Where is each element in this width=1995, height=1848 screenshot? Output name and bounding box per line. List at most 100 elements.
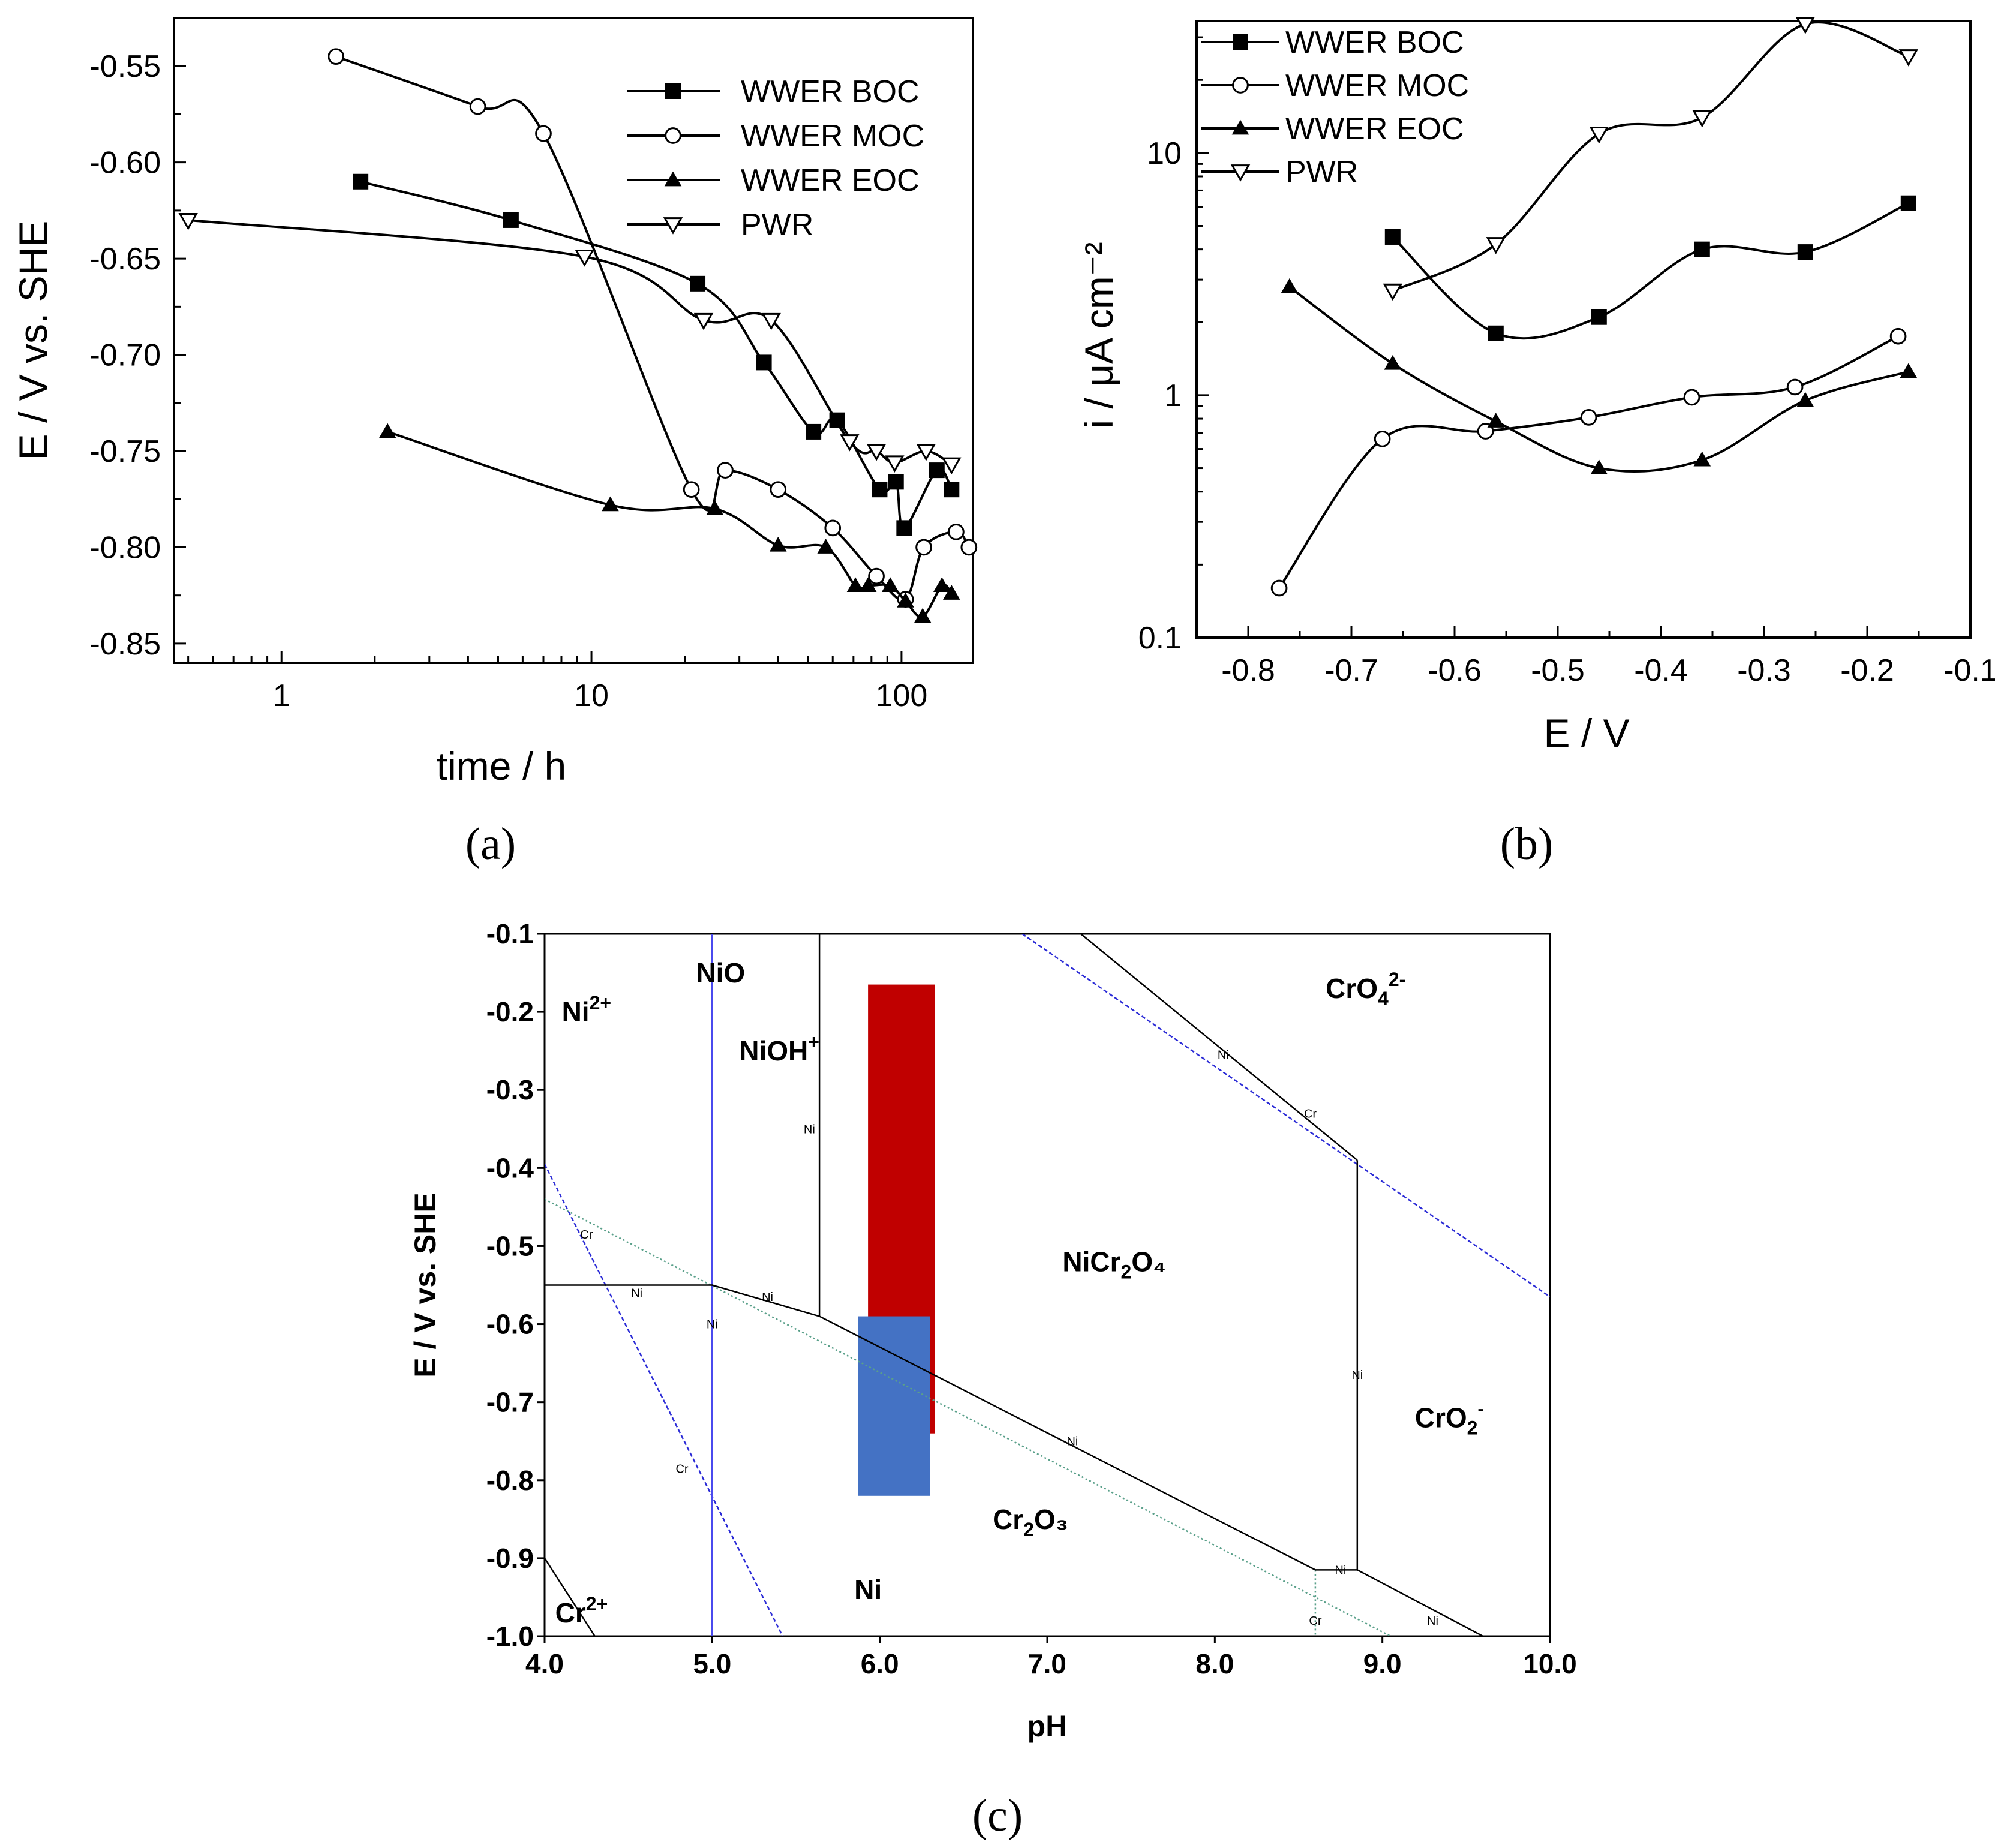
- boundary-label: Ni: [1066, 1435, 1078, 1449]
- data-point: [1591, 309, 1607, 325]
- boundary-label: Cr: [675, 1462, 688, 1476]
- data-point: [944, 482, 960, 498]
- rect-blue: [858, 1316, 930, 1496]
- y-tick-label: -0.2: [486, 996, 534, 1027]
- data-point: [933, 577, 951, 593]
- panel-a: 1 10 100 -0.55 -0.60 -0.65 -0.70 -0.75 -0.80 -0.8…: [11, 17, 978, 788]
- data-point: [1692, 110, 1712, 128]
- legend-marker: [664, 171, 682, 187]
- data-point: [885, 455, 905, 473]
- series-line-wwer-boc: [1392, 202, 1909, 340]
- x-tick-label: -0.8: [1221, 653, 1275, 688]
- data-point: [1374, 430, 1391, 447]
- legend-label: WWER MOC: [1285, 68, 1469, 103]
- data-point: [1384, 229, 1401, 245]
- data-point: [1797, 244, 1813, 260]
- x-tick-label: -0.4: [1634, 653, 1688, 688]
- legend-marker: [663, 217, 683, 235]
- data-point: [602, 496, 619, 512]
- data-point: [817, 539, 835, 554]
- boundary-label: Cr: [1304, 1107, 1317, 1120]
- data-point: [770, 481, 787, 498]
- data-point: [888, 474, 904, 490]
- y-tick-label: -0.9: [486, 1543, 534, 1574]
- data-point: [914, 608, 932, 623]
- panel-a-label: (a): [465, 819, 516, 869]
- series-line-wwer-moc: [1278, 335, 1899, 589]
- data-point: [960, 539, 978, 556]
- data-point: [503, 212, 519, 228]
- y-tick-label: -0.8: [486, 1465, 534, 1496]
- y-axis-title: E / V vs. SHE: [11, 221, 55, 461]
- data-point: [948, 523, 965, 540]
- x-tick-label: -0.6: [1428, 653, 1482, 688]
- panel-b-label: (b): [1500, 819, 1554, 869]
- data-point: [178, 213, 198, 230]
- boundary-label: Cr: [580, 1228, 593, 1242]
- data-point: [881, 577, 899, 593]
- x-tick-label: 8.0: [1195, 1648, 1234, 1679]
- y-tick-label: 0.1: [1138, 621, 1182, 656]
- x-axis-title: E / V: [1543, 711, 1629, 755]
- y-tick-label: -0.65: [89, 242, 161, 277]
- boundary-black: [545, 1558, 596, 1636]
- data-point: [1795, 17, 1816, 34]
- data-point: [1889, 327, 1907, 345]
- panel-c: Ni Ni Ni Ni Ni Ni Ni Ni Ni Cr Cr Cr Cr Ni2+ NiO NiOH+ Ni…: [408, 918, 1577, 1743]
- data-point: [756, 354, 772, 371]
- data-point: [1384, 354, 1402, 370]
- legend-marker: [1233, 34, 1248, 50]
- x-tick-label: -0.3: [1737, 653, 1791, 688]
- legend-marker: [1231, 119, 1249, 135]
- x-axis-title: pH: [1027, 1709, 1068, 1743]
- data-point: [868, 567, 885, 585]
- plot-frame: [1195, 20, 1972, 639]
- region-label: CrO2-: [1415, 1398, 1484, 1439]
- data-point: [1383, 283, 1403, 301]
- x-tick-label: -0.1: [1943, 653, 1995, 688]
- x-tick-label: -0.5: [1531, 653, 1585, 688]
- y-tick-label: -0.70: [89, 338, 161, 373]
- legend-label: WWER BOC: [741, 74, 920, 109]
- legend-marker: [665, 127, 681, 144]
- data-point: [1683, 389, 1700, 406]
- data-point: [1486, 237, 1506, 254]
- legend-marker: [665, 83, 681, 99]
- y-tick-label: 10: [1147, 136, 1182, 171]
- panel-c-label: (c): [972, 1790, 1023, 1841]
- y-tick-label: -0.60: [89, 146, 161, 181]
- data-point: [859, 577, 877, 593]
- data-point: [1590, 459, 1608, 474]
- data-point: [706, 500, 724, 515]
- data-point: [769, 536, 787, 552]
- y-tick-label: -0.3: [486, 1074, 534, 1105]
- x-tick-label: 4.0: [525, 1648, 564, 1679]
- boundary-label: Ni: [1427, 1615, 1438, 1628]
- series-line-pwr: [1392, 21, 1909, 292]
- boundary-black: [545, 1284, 1483, 1636]
- boundary-label: Cr: [1309, 1615, 1321, 1628]
- data-point: [915, 539, 932, 556]
- region-label: CrO42-: [1326, 969, 1405, 1009]
- data-point: [717, 462, 734, 479]
- data-point: [1900, 195, 1916, 211]
- y-tick-label: -0.75: [89, 434, 161, 469]
- data-point: [535, 125, 552, 142]
- x-tick-label: 7.0: [1028, 1648, 1066, 1679]
- data-point: [1270, 579, 1288, 597]
- data-point: [683, 481, 700, 498]
- boundary-label: Ni: [762, 1291, 773, 1304]
- data-point: [942, 585, 960, 600]
- x-tick-label: 9.0: [1363, 1648, 1402, 1679]
- data-point: [693, 312, 714, 330]
- data-point: [1898, 49, 1919, 67]
- y-tick-label: -1.0: [486, 1621, 534, 1652]
- data-point: [1580, 409, 1597, 426]
- data-point: [690, 275, 706, 292]
- legend-label: PWR: [1285, 155, 1358, 190]
- data-point: [840, 434, 860, 452]
- y-tick-label: -0.85: [89, 627, 161, 662]
- legend-label: WWER EOC: [741, 163, 920, 198]
- boundary-blue-dashed: [545, 1164, 783, 1636]
